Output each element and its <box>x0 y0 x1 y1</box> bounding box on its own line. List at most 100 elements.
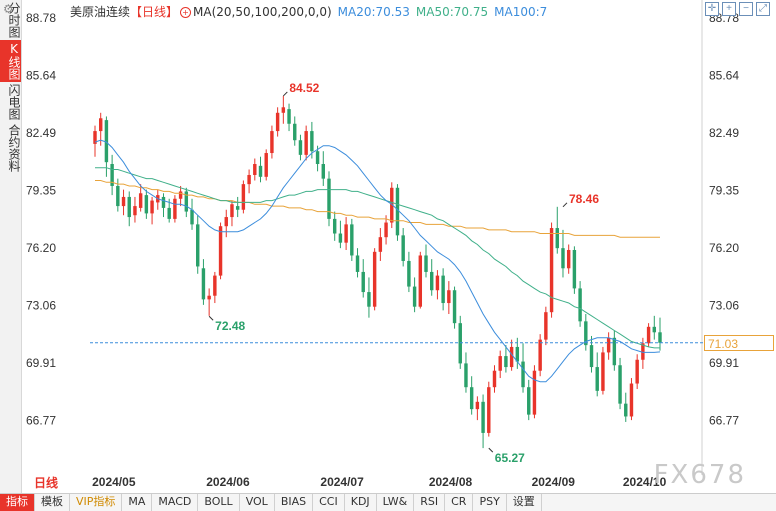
candle-body[interactable] <box>606 337 611 353</box>
period-label[interactable]: 【日线】 <box>130 5 179 19</box>
candle-body[interactable] <box>201 268 206 300</box>
candle-body[interactable] <box>412 286 417 307</box>
candle-body[interactable] <box>652 326 657 333</box>
candle-body[interactable] <box>224 217 228 227</box>
candle-body[interactable] <box>618 365 622 404</box>
candle-body[interactable] <box>144 195 149 214</box>
candle-body[interactable] <box>315 151 320 165</box>
indicator-tab-7[interactable]: BIAS <box>275 494 314 511</box>
candle-body[interactable] <box>407 260 411 287</box>
candle-body[interactable] <box>344 224 348 243</box>
gear-icon[interactable]: ⚙ <box>3 2 14 16</box>
candle-body[interactable] <box>110 164 114 186</box>
indicator-tab-8[interactable]: CCI <box>313 494 345 511</box>
ma-params[interactable]: MA(20,50,100,200,0,0) <box>193 5 332 19</box>
candle-body[interactable] <box>93 131 97 144</box>
candle-body[interactable] <box>481 401 485 433</box>
candle-body[interactable] <box>178 191 183 199</box>
indicator-tab-0[interactable]: 指标 <box>0 494 35 511</box>
candle-body[interactable] <box>572 249 577 289</box>
candle-body[interactable] <box>641 343 645 360</box>
candle-body[interactable] <box>213 275 217 296</box>
candle-body[interactable] <box>253 164 257 175</box>
sidebar-tab-1[interactable]: K线图 <box>0 40 21 82</box>
candle-body[interactable] <box>430 271 434 291</box>
candle-body[interactable] <box>310 131 314 152</box>
candle-body[interactable] <box>578 288 582 322</box>
candle-body[interactable] <box>390 187 394 223</box>
indicator-tab-12[interactable]: CR <box>445 494 474 511</box>
indicator-tab-9[interactable]: KDJ <box>345 494 377 511</box>
candle-body[interactable] <box>258 165 263 177</box>
candle-body[interactable] <box>509 346 514 368</box>
candle-body[interactable] <box>98 118 103 132</box>
candle-body[interactable] <box>332 218 337 234</box>
candle-body[interactable] <box>230 204 234 218</box>
candle-body[interactable] <box>464 363 468 388</box>
candle-body[interactable] <box>338 233 343 243</box>
candle-body[interactable] <box>527 387 531 415</box>
candle-body[interactable] <box>138 193 143 208</box>
candle-body[interactable] <box>235 206 240 210</box>
candle-body[interactable] <box>275 112 280 132</box>
sidebar-tab-3[interactable]: 合约资料 <box>7 124 21 172</box>
current-period[interactable]: 日线 <box>22 475 72 491</box>
candle-body[interactable] <box>435 275 440 291</box>
candle-body[interactable] <box>589 345 594 368</box>
candle-body[interactable] <box>167 207 171 219</box>
candle-body[interactable] <box>395 187 400 236</box>
candle-body[interactable] <box>532 370 537 415</box>
candle-body[interactable] <box>184 191 189 212</box>
candle-body[interactable] <box>561 248 565 269</box>
candle-body[interactable] <box>624 403 628 417</box>
fullscreen-icon[interactable]: ⤢ <box>756 2 770 16</box>
candle-body[interactable] <box>207 295 211 300</box>
candle-body[interactable] <box>378 237 383 252</box>
indicator-tab-3[interactable]: MA <box>122 494 153 511</box>
candle-body[interactable] <box>629 383 634 417</box>
indicator-tab-5[interactable]: BOLL <box>198 494 240 511</box>
candle-body[interactable] <box>475 401 480 410</box>
candle-body[interactable] <box>469 387 474 410</box>
candle-body[interactable] <box>367 292 371 307</box>
candle-body[interactable] <box>173 198 177 219</box>
candle-body[interactable] <box>521 361 525 388</box>
crosshair-icon[interactable]: ✛ <box>705 2 719 16</box>
candle-body[interactable] <box>355 255 360 272</box>
candle-body[interactable] <box>150 200 154 214</box>
candle-body[interactable] <box>298 140 303 155</box>
indicator-tab-10[interactable]: LW& <box>377 494 415 511</box>
candle-body[interactable] <box>441 275 445 304</box>
candle-body[interactable] <box>584 321 588 346</box>
indicator-tab-6[interactable]: VOL <box>240 494 275 511</box>
candle-body[interactable] <box>104 120 109 163</box>
sidebar-tab-2[interactable]: 闪电图 <box>7 84 21 120</box>
candle-body[interactable] <box>247 174 251 185</box>
candle-body[interactable] <box>218 226 223 276</box>
candle-body[interactable] <box>515 346 520 362</box>
candle-body[interactable] <box>612 337 617 366</box>
candlestick-chart[interactable]: 88.78 88.78 85.64 85.64 82.49 82.49 79.35 79.35… <box>22 0 776 493</box>
candle-body[interactable] <box>549 228 554 313</box>
sidebar-tab-0[interactable]: 分时图 <box>7 2 21 38</box>
candle-body[interactable] <box>601 352 605 391</box>
candle-body[interactable] <box>133 206 137 216</box>
candle-body[interactable] <box>361 271 365 293</box>
candle-body[interactable] <box>190 209 194 225</box>
candle-body[interactable] <box>401 235 405 261</box>
candle-body[interactable] <box>196 224 200 267</box>
indicator-tab-4[interactable]: MACD <box>152 494 199 511</box>
indicator-tab-11[interactable]: RSI <box>414 494 446 511</box>
indicator-tab-2[interactable]: VIP指标 <box>70 494 123 511</box>
candle-body[interactable] <box>161 196 166 208</box>
candle-body[interactable] <box>293 123 297 141</box>
candle-body[interactable] <box>447 290 451 304</box>
candle-body[interactable] <box>595 367 599 391</box>
candle-body[interactable] <box>121 196 126 207</box>
indicator-tab-14[interactable]: 设置 <box>507 494 542 511</box>
candle-body[interactable] <box>116 185 120 207</box>
candle-body[interactable] <box>504 356 508 368</box>
candle-body[interactable] <box>538 339 542 371</box>
indicator-tab-13[interactable]: PSY <box>473 494 507 511</box>
candle-body[interactable] <box>544 312 548 340</box>
